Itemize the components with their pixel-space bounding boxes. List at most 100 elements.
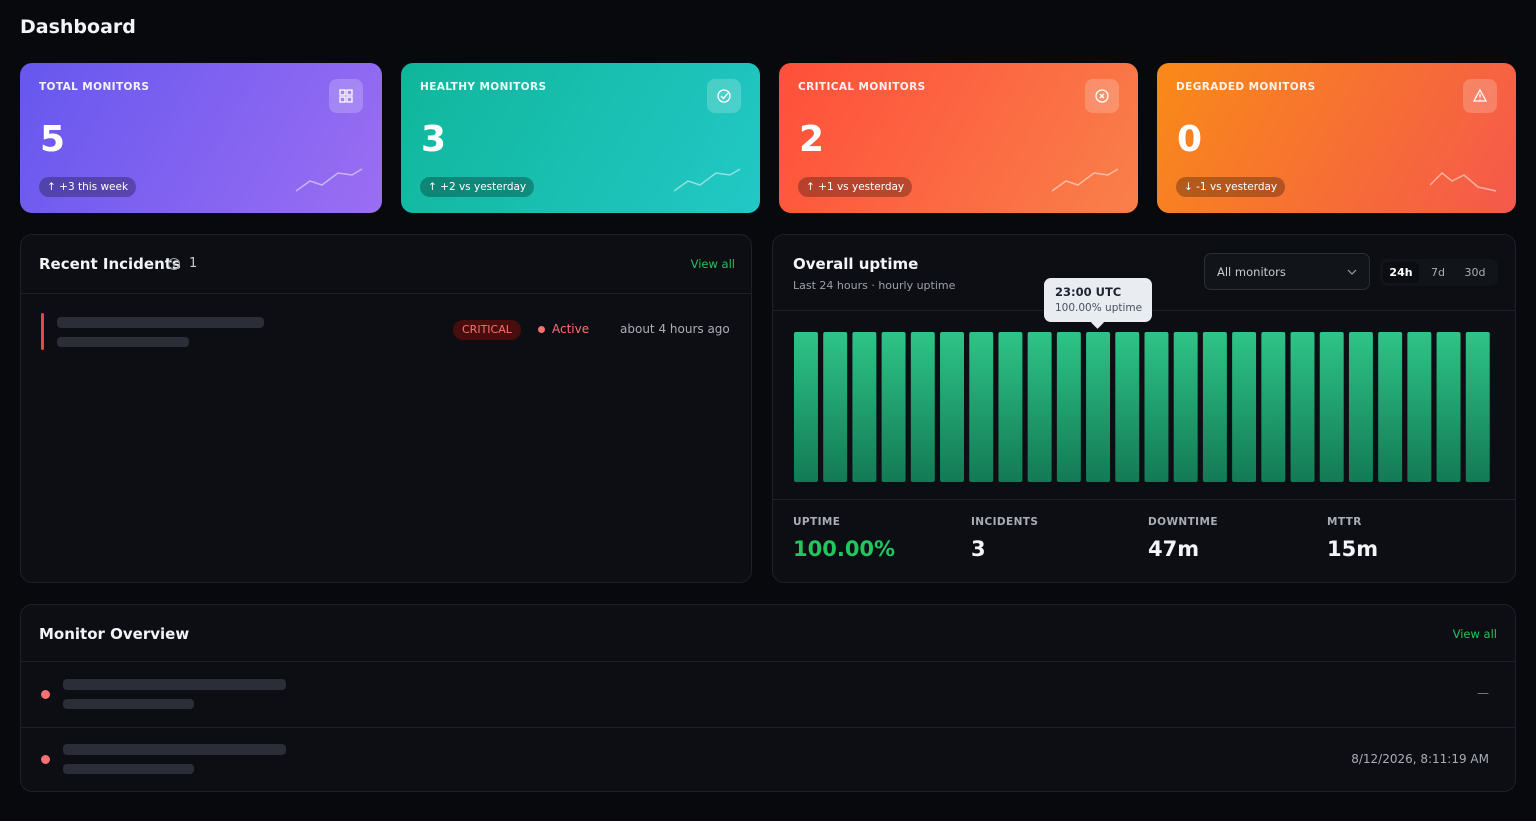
sparkline bbox=[1052, 168, 1119, 192]
divider bbox=[773, 499, 1515, 500]
uptime-bar[interactable] bbox=[998, 332, 1023, 482]
uptime-bar[interactable] bbox=[940, 332, 964, 482]
uptime-bar[interactable] bbox=[852, 332, 877, 482]
uptime-bar[interactable] bbox=[910, 332, 935, 482]
row-value: — bbox=[1477, 686, 1489, 700]
uptime-bar[interactable] bbox=[1290, 332, 1315, 482]
uptime-bar[interactable] bbox=[823, 332, 848, 482]
status-dot bbox=[538, 326, 545, 333]
monitor-select[interactable]: All monitors bbox=[1204, 253, 1370, 290]
card-label: CRITICAL MONITORS bbox=[798, 81, 926, 93]
range-tab[interactable]: 24h bbox=[1383, 262, 1419, 283]
status: Active bbox=[552, 322, 590, 336]
card-delta: ↑ +1 vs yesterday bbox=[798, 177, 913, 197]
card-delta: ↓ -1 vs yesterday bbox=[1176, 177, 1286, 197]
uptime-bar[interactable] bbox=[1202, 332, 1227, 482]
stat-value: 47m bbox=[1148, 537, 1200, 561]
stat-value: 15m bbox=[1327, 537, 1379, 561]
uptime-panel: Overall uptime Last 24 hours · hourly up… bbox=[772, 234, 1516, 583]
uptime-bar[interactable] bbox=[969, 332, 994, 482]
severity-stripe bbox=[41, 313, 44, 350]
range-tabs: 24h 7d 30d bbox=[1380, 259, 1498, 286]
card-value: 2 bbox=[799, 119, 825, 160]
card-value: 0 bbox=[1177, 119, 1203, 160]
uptime-bar[interactable] bbox=[1261, 332, 1286, 482]
uptime-bar[interactable] bbox=[1056, 332, 1081, 482]
stat-label: INCIDENTS bbox=[971, 516, 1039, 528]
stat-card[interactable]: TOTAL MONITORS 5 ↑ +3 this week bbox=[20, 63, 382, 213]
sparkline bbox=[674, 168, 741, 192]
uptime-bar[interactable] bbox=[881, 332, 906, 482]
panel-title: Overall uptime bbox=[793, 255, 919, 273]
stat-card[interactable]: HEALTHY MONITORS 3 ↑ +2 vs yesterday bbox=[401, 63, 760, 213]
card-value: 5 bbox=[40, 119, 66, 160]
uptime-bar[interactable] bbox=[1027, 332, 1052, 482]
row-value: 8/12/2026, 8:11:19 AM bbox=[1351, 752, 1489, 766]
card-icon bbox=[707, 79, 741, 113]
range-tab[interactable]: 7d bbox=[1431, 266, 1445, 279]
tooltip: 23:00 UTC 100.00% uptime bbox=[1044, 278, 1152, 329]
uptime-bar[interactable] bbox=[794, 332, 818, 482]
stat-card[interactable]: CRITICAL MONITORS 2 ↑ +1 vs yesterday bbox=[779, 63, 1138, 213]
delta-text: -1 vs yesterday bbox=[1196, 181, 1278, 193]
uptime-bar[interactable] bbox=[1086, 332, 1111, 482]
icon bbox=[339, 89, 353, 103]
monitor-row[interactable]: — bbox=[21, 662, 1515, 727]
icon bbox=[1472, 88, 1488, 102]
icon bbox=[1095, 89, 1109, 103]
uptime-bar[interactable] bbox=[1232, 332, 1257, 482]
uptime-bar[interactable] bbox=[1407, 332, 1432, 482]
stat-value: 100.00% bbox=[793, 537, 896, 561]
stat-label: UPTIME bbox=[793, 516, 841, 528]
card-icon bbox=[1463, 79, 1497, 113]
skeleton bbox=[63, 699, 194, 709]
uptime-bar[interactable] bbox=[1348, 332, 1373, 482]
status-dot bbox=[41, 690, 50, 699]
sparkline bbox=[296, 168, 363, 192]
view-all-link[interactable]: View all bbox=[690, 257, 735, 271]
delta-text: +1 vs yesterday bbox=[818, 181, 905, 193]
stat-card[interactable]: DEGRADED MONITORS 0 ↓ -1 vs yesterday bbox=[1157, 63, 1516, 213]
uptime-bar[interactable] bbox=[1465, 332, 1490, 482]
card-delta: ↑ +3 this week bbox=[39, 177, 137, 197]
info-icon[interactable] bbox=[167, 257, 181, 271]
uptime-bar[interactable] bbox=[1378, 332, 1403, 482]
skeleton bbox=[63, 679, 286, 690]
panel-title: Monitor Overview bbox=[39, 625, 190, 643]
range-tab[interactable]: 30d bbox=[1464, 266, 1486, 279]
uptime-bar[interactable] bbox=[1173, 332, 1198, 482]
status-dot bbox=[41, 755, 50, 764]
uptime-bar[interactable] bbox=[1319, 332, 1344, 482]
uptime-bar[interactable] bbox=[1144, 332, 1169, 482]
delta-text: +2 vs yesterday bbox=[440, 181, 527, 193]
sparkline bbox=[1430, 171, 1497, 192]
skeleton bbox=[63, 764, 194, 774]
card-icon bbox=[1085, 79, 1119, 113]
skeleton bbox=[57, 317, 264, 328]
view-all-link[interactable]: View all bbox=[1452, 627, 1497, 641]
tooltip-value: 100.00% uptime bbox=[1055, 302, 1143, 314]
card-value: 3 bbox=[421, 119, 447, 160]
panel-subtitle: Last 24 hours · hourly uptime bbox=[793, 279, 956, 292]
page-title: Dashboard bbox=[20, 16, 136, 38]
stat-label: MTTR bbox=[1327, 516, 1362, 528]
card-label: HEALTHY MONITORS bbox=[420, 81, 547, 93]
select-value: All monitors bbox=[1217, 265, 1286, 279]
card-label: TOTAL MONITORS bbox=[39, 81, 150, 93]
tooltip-title: 23:00 UTC bbox=[1055, 285, 1122, 299]
uptime-bar[interactable] bbox=[1115, 332, 1140, 482]
uptime-bar[interactable] bbox=[1436, 332, 1461, 482]
severity-badge: CRITICAL bbox=[453, 320, 521, 340]
card-label: DEGRADED MONITORS bbox=[1176, 81, 1316, 93]
divider bbox=[21, 661, 1515, 662]
incident-count: 1 bbox=[189, 256, 198, 271]
incidents-panel: Recent Incidents 1 View all CRITICAL Act… bbox=[20, 234, 752, 583]
stat-label: DOWNTIME bbox=[1148, 516, 1218, 528]
monitor-row[interactable]: 8/12/2026, 8:11:19 AM bbox=[21, 728, 1515, 792]
divider bbox=[21, 293, 751, 294]
chevron bbox=[1347, 269, 1357, 275]
icon bbox=[717, 89, 731, 103]
monitor-overview-panel: Monitor Overview View all — 8/12/2026, 8… bbox=[20, 604, 1516, 792]
